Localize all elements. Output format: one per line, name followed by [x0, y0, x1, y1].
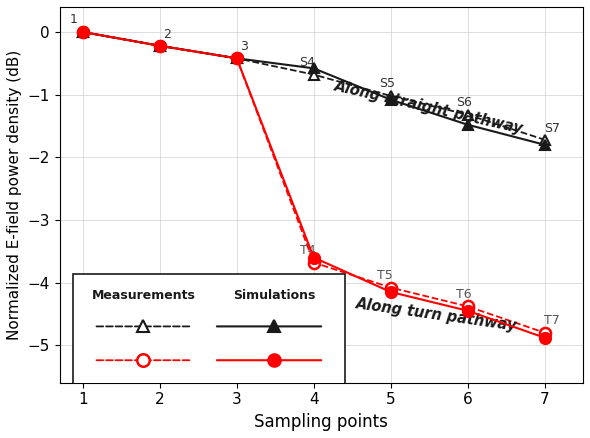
- Text: T4: T4: [300, 244, 315, 257]
- Text: S7: S7: [544, 122, 560, 135]
- Text: 2: 2: [163, 28, 172, 41]
- Text: Along turn pathway: Along turn pathway: [355, 297, 519, 334]
- Text: S4: S4: [300, 56, 316, 69]
- Text: S5: S5: [379, 77, 395, 90]
- Text: T6: T6: [456, 288, 471, 301]
- Text: Simulations: Simulations: [233, 289, 316, 302]
- FancyBboxPatch shape: [73, 274, 345, 387]
- Text: 1: 1: [70, 14, 77, 26]
- Text: T5: T5: [376, 269, 392, 282]
- Y-axis label: Normalized E-field power density (dB): Normalized E-field power density (dB): [7, 50, 22, 340]
- Text: S6: S6: [456, 96, 471, 109]
- Text: Measurements: Measurements: [91, 289, 195, 302]
- Text: Along straight pathway: Along straight pathway: [333, 78, 525, 136]
- X-axis label: Sampling points: Sampling points: [254, 413, 388, 431]
- Text: T7: T7: [545, 314, 560, 327]
- Text: 3: 3: [241, 40, 248, 53]
